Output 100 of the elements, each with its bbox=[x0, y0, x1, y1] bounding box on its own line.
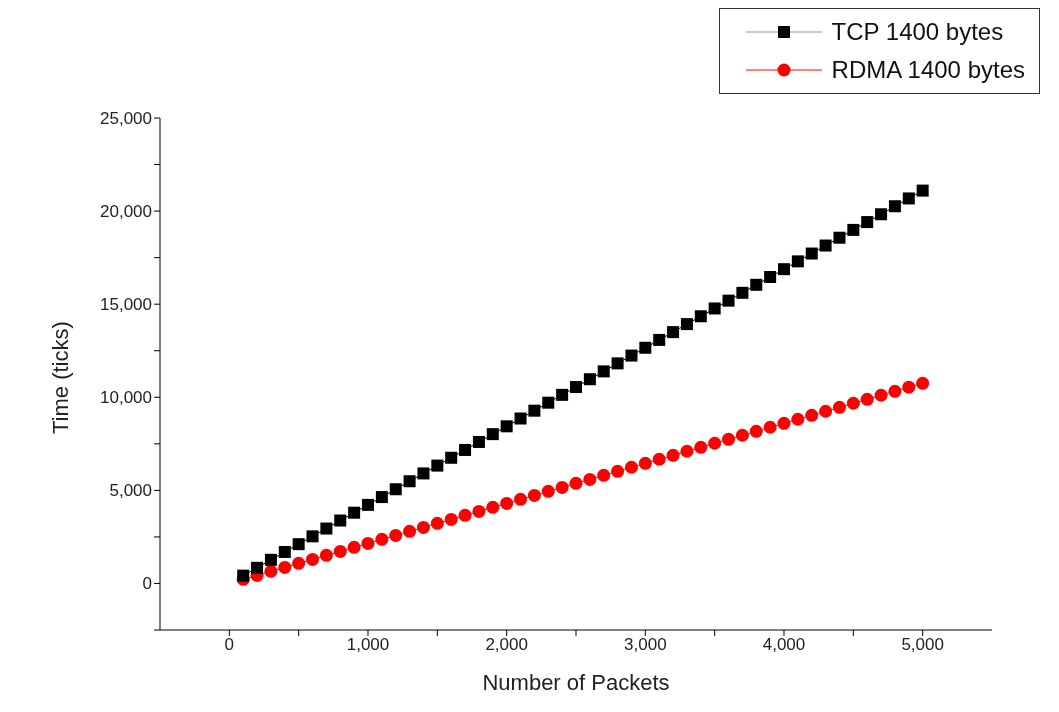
legend-label: RDMA 1400 bytes bbox=[831, 56, 1025, 84]
point bbox=[805, 408, 819, 422]
point bbox=[251, 561, 264, 574]
point bbox=[805, 247, 818, 260]
point bbox=[778, 263, 790, 276]
point bbox=[777, 416, 791, 430]
point bbox=[389, 528, 403, 542]
x-tick-label: 0 bbox=[224, 635, 235, 655]
point bbox=[625, 349, 638, 362]
point bbox=[292, 556, 306, 570]
point bbox=[667, 326, 680, 339]
point bbox=[680, 444, 694, 458]
point bbox=[500, 496, 514, 510]
point bbox=[416, 520, 430, 534]
point bbox=[306, 530, 319, 543]
point bbox=[597, 365, 610, 378]
point bbox=[749, 424, 763, 438]
point bbox=[888, 384, 902, 398]
point bbox=[611, 357, 624, 370]
x-axis-title: Number of Packets bbox=[482, 670, 670, 695]
point bbox=[569, 476, 583, 490]
point bbox=[611, 464, 625, 478]
point bbox=[791, 412, 805, 426]
point bbox=[237, 569, 250, 582]
point bbox=[556, 388, 569, 401]
point bbox=[833, 231, 846, 244]
point bbox=[638, 456, 652, 470]
point bbox=[389, 483, 402, 496]
point bbox=[375, 532, 389, 546]
point bbox=[735, 428, 749, 442]
point bbox=[846, 396, 860, 410]
point bbox=[527, 488, 541, 502]
point bbox=[319, 548, 333, 562]
point bbox=[514, 412, 527, 425]
y-tick-label: 5,000 bbox=[109, 481, 152, 501]
point bbox=[528, 404, 541, 417]
point bbox=[708, 302, 721, 315]
x-tick-label: 3,000 bbox=[624, 635, 667, 655]
point bbox=[334, 514, 347, 527]
point bbox=[292, 538, 305, 551]
point bbox=[472, 435, 485, 448]
point bbox=[541, 484, 555, 498]
x-tick-label: 2,000 bbox=[485, 635, 528, 655]
point bbox=[362, 498, 374, 511]
point bbox=[875, 208, 888, 221]
point bbox=[597, 468, 611, 482]
point bbox=[860, 392, 874, 406]
legend-label: TCP 1400 bytes bbox=[831, 18, 1004, 46]
point bbox=[874, 388, 888, 402]
point bbox=[902, 192, 915, 205]
point bbox=[832, 400, 846, 414]
point bbox=[431, 459, 444, 472]
point bbox=[847, 223, 860, 236]
point bbox=[361, 536, 375, 550]
point bbox=[861, 216, 874, 229]
point bbox=[403, 524, 417, 538]
point bbox=[444, 512, 458, 526]
y-tick-label: 20,000 bbox=[100, 202, 152, 222]
point bbox=[459, 443, 472, 456]
y-tick-label: 25,000 bbox=[100, 109, 152, 129]
y-tick-label: 15,000 bbox=[100, 295, 152, 315]
point bbox=[819, 239, 832, 252]
point bbox=[403, 475, 416, 488]
point bbox=[264, 564, 278, 578]
point bbox=[278, 545, 291, 558]
point bbox=[722, 294, 735, 307]
point bbox=[763, 420, 777, 434]
point bbox=[486, 428, 499, 441]
point bbox=[680, 318, 693, 331]
point bbox=[750, 278, 763, 291]
point bbox=[375, 491, 388, 504]
point bbox=[542, 396, 555, 409]
point bbox=[694, 310, 707, 323]
x-tick-label: 1,000 bbox=[346, 635, 390, 655]
point bbox=[791, 255, 804, 268]
y-tick-label: 10,000 bbox=[100, 388, 152, 408]
point bbox=[764, 271, 777, 283]
point bbox=[306, 552, 320, 566]
point bbox=[320, 522, 333, 535]
point bbox=[652, 452, 666, 466]
point bbox=[666, 448, 680, 462]
point bbox=[916, 376, 930, 390]
point bbox=[639, 341, 652, 354]
point bbox=[278, 560, 292, 574]
point bbox=[486, 500, 500, 514]
point bbox=[570, 381, 582, 394]
point bbox=[417, 467, 430, 480]
x-tick-label: 5,000 bbox=[901, 635, 944, 655]
y-tick-label: 0 bbox=[142, 574, 152, 594]
point bbox=[445, 451, 458, 464]
point bbox=[624, 460, 638, 474]
point bbox=[472, 504, 486, 518]
point bbox=[583, 373, 596, 386]
point bbox=[514, 492, 528, 506]
point bbox=[583, 472, 597, 486]
point bbox=[500, 420, 513, 433]
point bbox=[264, 553, 277, 566]
point bbox=[736, 286, 749, 299]
point bbox=[430, 516, 444, 530]
point bbox=[819, 404, 833, 418]
